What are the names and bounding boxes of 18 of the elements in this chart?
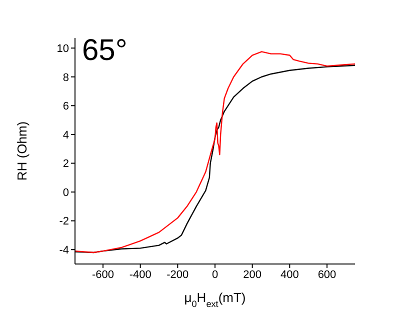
annotation: 65°: [82, 34, 128, 68]
x-tick-label: 400: [280, 268, 299, 281]
y-tick-label: 6: [62, 100, 69, 113]
y-tick-label: 4: [62, 129, 69, 142]
x-tick-label: -200: [166, 268, 189, 281]
y-tick-label: -2: [59, 216, 69, 228]
x-tick-label: -600: [92, 268, 114, 281]
x-tick-label: 0: [212, 268, 218, 281]
x-tick-label: 200: [243, 268, 262, 281]
x-tick-label: 600: [318, 268, 336, 281]
y-tick-label: 2: [62, 158, 69, 170]
y-axis-title: RH (Ohm): [14, 121, 30, 181]
y-tick-label: 0: [62, 186, 69, 199]
x-tick-label: -400: [129, 268, 152, 281]
y-tick-label: 8: [62, 72, 69, 84]
y-tick-label: 10: [56, 42, 69, 55]
y-tick-label: -4: [59, 244, 69, 257]
x-axis-title: μ$_{0}$H$_{ext}$(mT): [184, 290, 246, 309]
